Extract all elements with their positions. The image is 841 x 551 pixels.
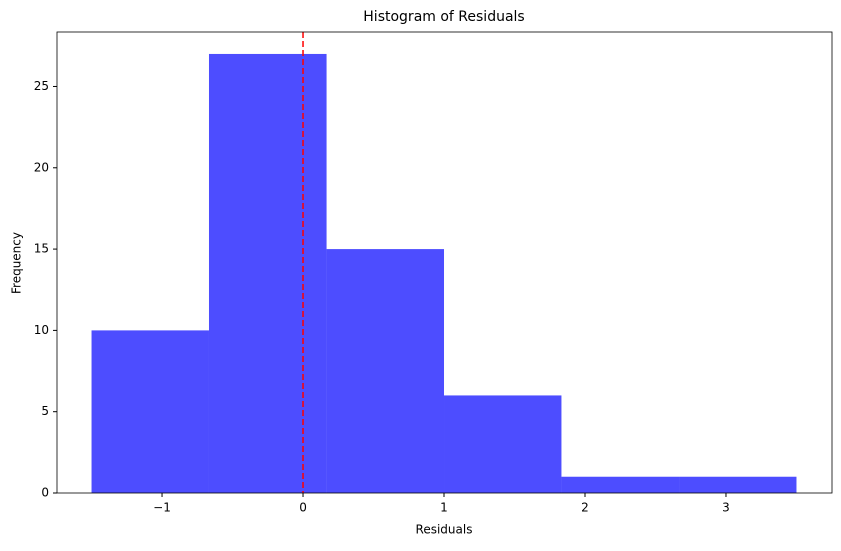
bar [208,53,327,493]
x-tick-label: 0 [299,501,307,515]
y-tick-label: 0 [41,486,49,500]
x-tick-label: 3 [722,501,730,515]
y-tick-label: 15 [34,242,49,256]
bar [91,330,209,493]
bar [444,395,562,493]
chart-title: Histogram of Residuals [363,9,524,25]
x-tick-label: 1 [440,501,448,515]
x-tick-label: 2 [581,501,589,515]
bar [561,476,680,493]
y-axis-label: Frequency [10,232,24,294]
y-tick-label: 10 [34,323,49,337]
y-tick-label: 20 [34,160,49,174]
y-tick-label: 25 [34,79,49,93]
bar [679,476,797,493]
x-tick-label: −1 [153,501,171,515]
bar [326,249,445,493]
y-tick-label: 5 [41,404,49,418]
x-axis-label: Residuals [416,523,473,537]
